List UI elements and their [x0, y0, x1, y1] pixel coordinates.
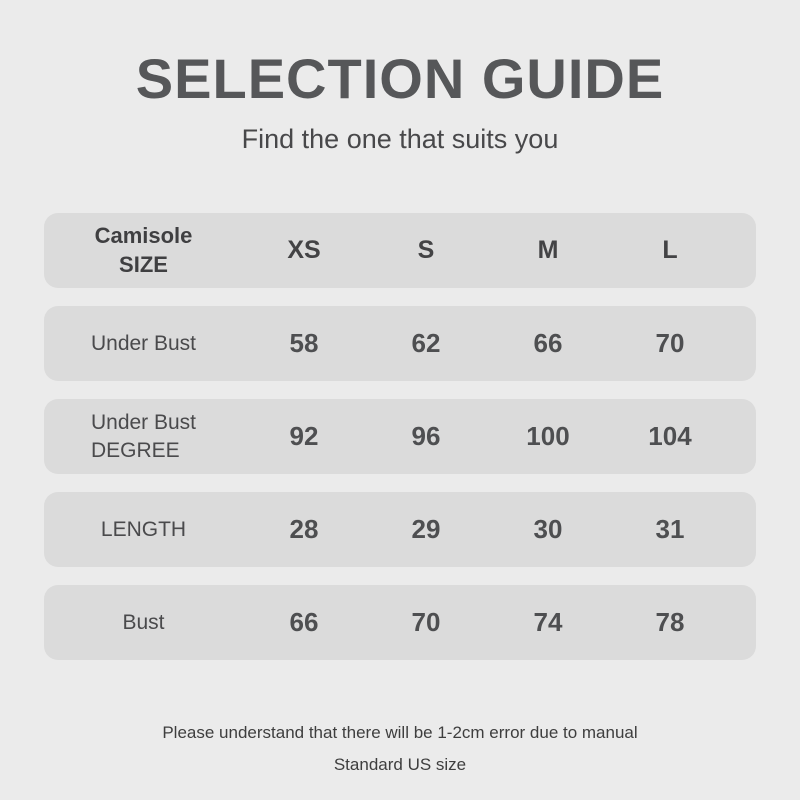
corner-label-line2: SIZE	[119, 251, 168, 277]
cell-value: 31	[655, 514, 685, 544]
table-row-length: LENGTH 28 29 30 31	[44, 492, 756, 567]
cell-value: 78	[655, 607, 685, 637]
row-label: Bust	[122, 609, 164, 636]
cell-value: 58	[289, 328, 319, 358]
row-label: Under Bust	[91, 330, 196, 357]
size-table-header-row: Camisole SIZE XS S M L	[44, 213, 756, 288]
standard-size-note: Standard US size	[333, 755, 467, 774]
cell-value: 104	[648, 421, 692, 451]
row-label-cell: LENGTH	[44, 492, 243, 567]
corner-label-line1: Camisole	[94, 222, 193, 248]
cell-value: 66	[289, 607, 319, 637]
column-header-s: S	[417, 236, 435, 264]
page-title: SELECTION GUIDE	[135, 47, 665, 110]
row-label-line1: Under Bust	[90, 411, 197, 435]
row-label-cell: Bust	[44, 585, 243, 660]
column-header-xs: XS	[287, 236, 321, 264]
size-table: Camisole SIZE XS S M L Under Bust 58 62 …	[44, 213, 756, 678]
row-label-cell: Under Bust	[44, 306, 243, 381]
column-header-m: M	[537, 236, 559, 264]
cell-value: 62	[411, 328, 441, 358]
cell-value: 66	[533, 328, 563, 358]
cell-value: 74	[533, 607, 563, 637]
table-row-bust: Bust 66 70 74 78	[44, 585, 756, 660]
cell-value: 28	[289, 514, 319, 544]
row-label: Under Bust DEGREE	[91, 409, 196, 464]
row-label: LENGTH	[101, 516, 186, 543]
size-table-corner-cell: Camisole SIZE	[44, 213, 243, 288]
corner-label: Camisole SIZE	[95, 222, 193, 279]
cell-value: 29	[411, 514, 441, 544]
row-label-cell: Under Bust DEGREE	[44, 399, 243, 474]
disclaimer-note: Please understand that there will be 1-2…	[162, 723, 638, 742]
row-label-line2: DEGREE	[90, 438, 180, 462]
cell-value: 30	[533, 514, 563, 544]
cell-value: 70	[655, 328, 685, 358]
column-header-l: L	[662, 236, 678, 264]
row-label-line1: Under Bust	[90, 331, 197, 355]
cell-value: 70	[411, 607, 441, 637]
row-label-line1: Bust	[122, 610, 165, 634]
table-row-under-bust: Under Bust 58 62 66 70	[44, 306, 756, 381]
table-row-under-bust-degree: Under Bust DEGREE 92 96 100 104	[44, 399, 756, 474]
cell-value: 92	[289, 421, 319, 451]
cell-value: 96	[411, 421, 441, 451]
row-label-line1: LENGTH	[100, 517, 187, 541]
cell-value: 100	[526, 421, 570, 451]
page-subtitle: Find the one that suits you	[241, 124, 559, 154]
